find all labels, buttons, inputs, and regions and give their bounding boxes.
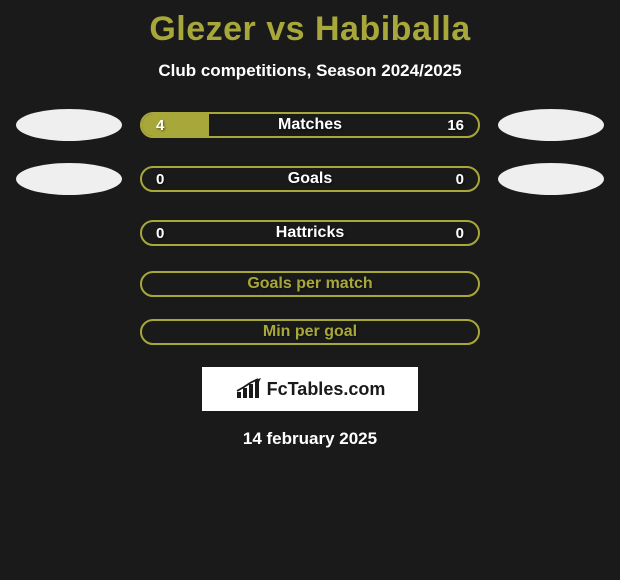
- stat-bar-fill: [142, 114, 209, 136]
- stat-row: 0 Hattricks 0: [0, 217, 620, 249]
- stats-section: 4 Matches 16 0 Goals 0 0 Hattricks 0: [0, 109, 620, 249]
- empty-stat-label: Min per goal: [263, 323, 357, 341]
- empty-stats-section: Goals per match Min per goal: [0, 271, 620, 345]
- stat-value-left: 0: [156, 225, 164, 242]
- stat-bar: 0 Goals 0: [140, 166, 480, 192]
- subtitle: Club competitions, Season 2024/2025: [0, 61, 620, 81]
- stat-value-left: 4: [156, 117, 164, 134]
- empty-stat-bar: Min per goal: [140, 319, 480, 345]
- stat-label: Hattricks: [276, 224, 344, 242]
- badge-spacer: [16, 217, 122, 249]
- stat-value-right: 0: [456, 171, 464, 188]
- team-badge-left: [16, 109, 122, 141]
- comparison-card: Glezer vs Habiballa Club competitions, S…: [0, 0, 620, 459]
- stat-row: 0 Goals 0: [0, 163, 620, 195]
- team-badge-right: [498, 163, 604, 195]
- stat-row: 4 Matches 16: [0, 109, 620, 141]
- empty-stat-bar: Goals per match: [140, 271, 480, 297]
- stat-value-right: 16: [447, 117, 464, 134]
- stat-bar: 0 Hattricks 0: [140, 220, 480, 246]
- team-badge-right: [498, 109, 604, 141]
- empty-stat-label: Goals per match: [247, 275, 372, 293]
- bar-chart-icon: [235, 378, 261, 400]
- stat-label: Matches: [278, 116, 342, 134]
- stat-value-right: 0: [456, 225, 464, 242]
- page-title: Glezer vs Habiballa: [0, 10, 620, 49]
- logo-text: FcTables.com: [267, 379, 386, 400]
- badge-spacer: [498, 217, 604, 249]
- stat-bar: 4 Matches 16: [140, 112, 480, 138]
- date-text: 14 february 2025: [0, 429, 620, 449]
- team-badge-left: [16, 163, 122, 195]
- logo-box[interactable]: FcTables.com: [202, 367, 418, 411]
- stat-label: Goals: [288, 170, 332, 188]
- stat-value-left: 0: [156, 171, 164, 188]
